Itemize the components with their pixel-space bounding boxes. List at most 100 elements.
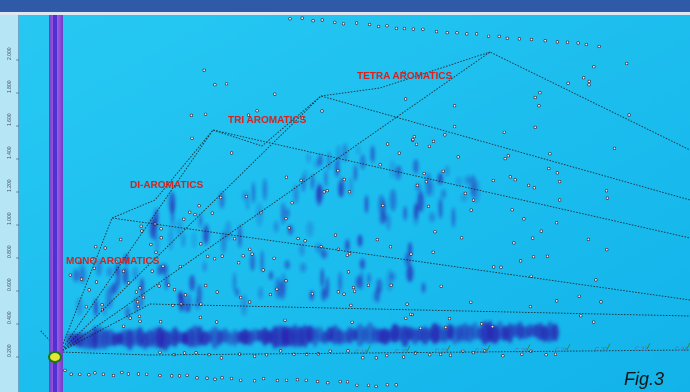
peak-marker — [404, 316, 408, 320]
peak-markers — [63, 16, 631, 389]
peak-marker — [219, 356, 223, 360]
peak-marker — [529, 37, 534, 42]
peak-marker — [368, 22, 372, 27]
peak-marker — [411, 137, 415, 142]
peak-marker — [532, 186, 536, 190]
peak-marker — [415, 183, 419, 187]
peak-marker — [172, 288, 177, 292]
peak-marker — [342, 177, 346, 182]
peak-marker — [584, 42, 588, 47]
peak-marker — [355, 383, 359, 387]
peak-marker — [193, 213, 197, 217]
peak-marker — [469, 208, 473, 212]
peak-marker — [145, 372, 149, 376]
carbon-label: C 32 — [635, 347, 648, 353]
region-label-tetra: TETRA AROMATICS — [357, 71, 453, 82]
y-tick-label: 0.400 — [7, 311, 13, 324]
y-tick-label: 1.200 — [7, 179, 13, 192]
peak-marker — [141, 295, 145, 300]
peak-blob — [379, 212, 387, 225]
header-rule — [0, 12, 690, 15]
peak-marker — [185, 373, 189, 377]
carbon-tick — [446, 345, 451, 352]
peak-marker — [453, 124, 457, 129]
peak-blob — [157, 264, 162, 276]
peak-marker — [553, 352, 558, 356]
peak-blob — [246, 191, 250, 210]
peak-marker — [250, 252, 254, 256]
peak-blob — [430, 181, 434, 197]
peak-blob — [480, 321, 490, 345]
peak-marker — [566, 81, 570, 85]
peak-marker — [443, 133, 447, 137]
peak-marker — [199, 242, 203, 246]
peak-marker — [378, 163, 382, 167]
peak-marker — [548, 152, 552, 156]
peak-marker — [497, 34, 501, 39]
peak-marker — [336, 169, 340, 173]
peak-marker — [576, 41, 580, 45]
peak-marker — [427, 144, 432, 148]
peak-blob — [306, 152, 311, 164]
peak-marker — [284, 378, 289, 382]
peak-blob — [334, 159, 340, 177]
peak-blob — [348, 177, 354, 197]
peak-marker — [508, 175, 512, 179]
peak-marker — [361, 356, 365, 360]
peak-marker — [325, 189, 329, 193]
peak-blob — [106, 267, 113, 277]
peak-marker — [506, 154, 510, 158]
peak-marker — [189, 113, 193, 117]
peak-marker — [503, 157, 507, 161]
peak-marker — [456, 155, 460, 159]
peak-marker — [219, 195, 223, 200]
carbon-tick — [526, 344, 531, 351]
peak-marker — [272, 256, 276, 260]
peak-blob — [103, 302, 107, 317]
peak-marker — [426, 204, 431, 208]
peak-marker — [215, 290, 219, 294]
peak-marker — [409, 312, 413, 316]
peak-marker — [202, 68, 206, 72]
peak-marker — [599, 300, 603, 304]
peak-marker — [326, 381, 330, 385]
y-tick-label: 1.400 — [7, 146, 13, 159]
carbon-tick — [406, 345, 411, 352]
peak-blob — [551, 323, 559, 342]
peak-marker — [439, 352, 443, 357]
peak-blob — [203, 226, 209, 246]
peak-marker — [385, 24, 389, 28]
peak-marker — [206, 254, 210, 258]
peak-marker — [388, 245, 393, 249]
peak-marker — [555, 171, 559, 175]
peak-marker — [126, 372, 130, 376]
peak-marker — [230, 151, 234, 155]
peak-blob — [139, 277, 145, 297]
peak-blob — [181, 233, 186, 248]
figure-label: Fig.3 — [623, 369, 664, 389]
peak-marker — [355, 21, 359, 25]
peak-marker — [213, 257, 217, 261]
peak-marker — [533, 125, 537, 129]
carbon-tick — [366, 345, 371, 353]
peak-marker — [177, 374, 182, 378]
peak-marker — [170, 374, 174, 378]
peak-marker — [374, 384, 378, 389]
carbon-label: C 18 — [355, 350, 368, 356]
peak-marker — [346, 349, 350, 353]
peak-marker — [128, 316, 132, 320]
peak-marker — [402, 26, 407, 31]
peak-marker — [394, 383, 398, 387]
peak-blob — [281, 202, 286, 225]
peak-marker — [421, 27, 425, 31]
peak-marker — [604, 189, 609, 193]
peak-marker — [275, 287, 279, 291]
peak-marker — [137, 314, 141, 318]
peak-marker — [587, 79, 591, 83]
peak-marker — [471, 198, 476, 202]
peak-blob — [345, 239, 350, 253]
peak-marker — [194, 351, 198, 355]
peak-blob — [96, 259, 102, 277]
peak-marker — [328, 349, 332, 353]
carbon-label: C 34 — [675, 347, 688, 353]
